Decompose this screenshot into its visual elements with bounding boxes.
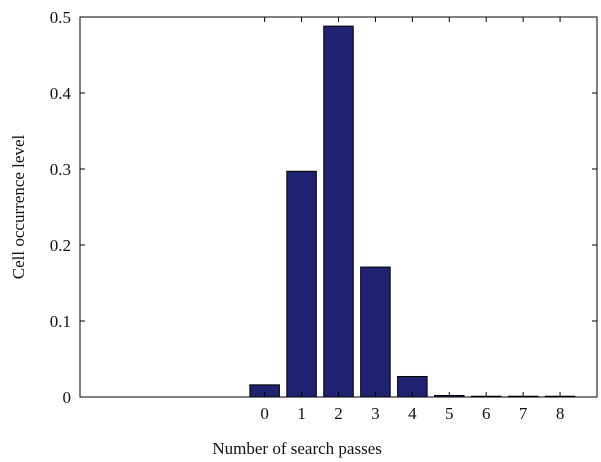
x-tick-label-5: 5 bbox=[445, 404, 454, 423]
x-tick-label-2: 2 bbox=[334, 404, 343, 423]
plot-frame bbox=[79, 16, 598, 398]
x-tick-label-7: 7 bbox=[519, 404, 528, 423]
y-tick-label-0.2: 0.2 bbox=[50, 236, 71, 255]
bar-2 bbox=[323, 25, 354, 398]
y-tick-label-0.3: 0.3 bbox=[50, 160, 71, 179]
bar-1 bbox=[286, 170, 317, 398]
x-tick-label-0: 0 bbox=[260, 404, 269, 423]
y-tick-label-0.1: 0.1 bbox=[50, 312, 71, 331]
x-tick-label-3: 3 bbox=[371, 404, 380, 423]
bar-3 bbox=[360, 266, 391, 398]
x-tick-label-6: 6 bbox=[482, 404, 491, 423]
y-axis-label: Cell occurrence level bbox=[9, 135, 28, 280]
y-tick-label-0.4: 0.4 bbox=[50, 84, 72, 103]
y-ticks-group: 0 0.1 0.2 0.3 0.4 0.5 bbox=[50, 8, 597, 407]
x-axis-label: Number of search passes bbox=[212, 439, 381, 458]
y-tick-label-0.5: 0.5 bbox=[50, 8, 71, 27]
x-tick-label-8: 8 bbox=[556, 404, 565, 423]
y-tick-label-0: 0 bbox=[63, 388, 72, 407]
bars-group bbox=[249, 25, 576, 398]
x-tick-label-4: 4 bbox=[408, 404, 417, 423]
x-ticks-group: 0 1 2 3 4 5 6 7 8 bbox=[260, 17, 564, 423]
x-tick-label-1: 1 bbox=[297, 404, 306, 423]
